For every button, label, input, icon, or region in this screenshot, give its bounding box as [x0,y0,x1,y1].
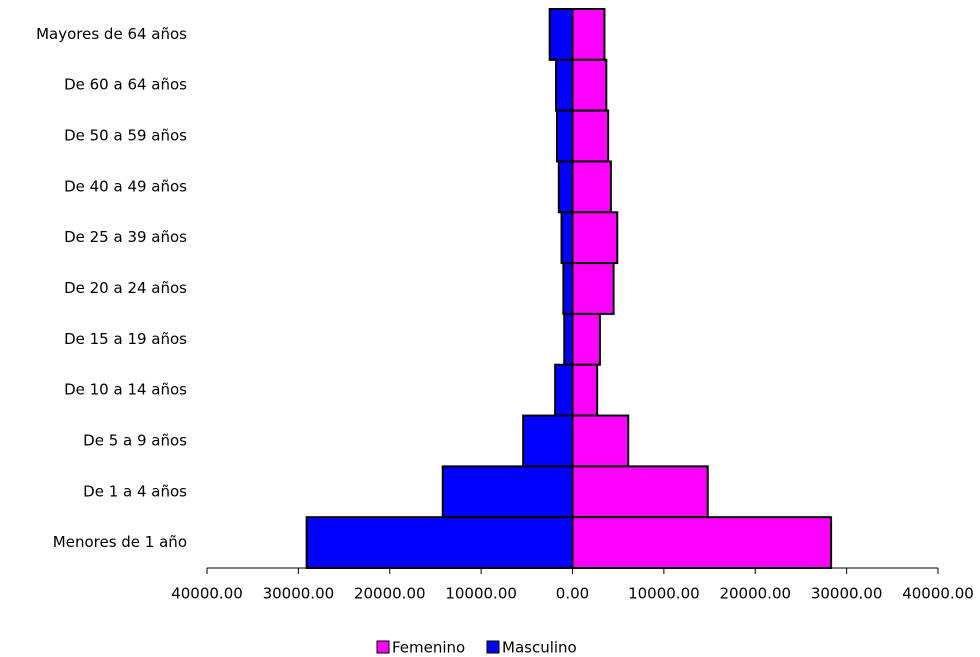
y-tick-label: De 25 a 39 años [64,228,187,246]
legend-swatch [486,640,500,654]
bar [562,262,574,315]
y-tick-label: De 40 a 49 años [64,177,187,195]
bar [571,363,599,417]
y-tick-label: De 20 a 24 años [64,279,187,297]
bar [571,109,610,163]
bar [441,465,574,519]
x-tick-label: 30000.00 [263,585,335,603]
bar [571,516,833,570]
bar [571,312,601,366]
x-tick-label: 20000.00 [719,585,791,603]
x-tick-label: 0.00 [556,585,589,603]
x-tick-label: 10000.00 [628,585,700,603]
bar [571,58,608,112]
y-tick-label: Mayores de 64 años [36,25,187,43]
y-tick-label: De 50 a 59 años [64,127,187,145]
bar [555,58,574,112]
x-tick-label: 40000.00 [902,585,974,603]
bar [560,211,574,265]
y-tick-label: De 60 a 64 años [64,76,187,94]
bar [571,8,606,61]
y-tick-label: De 15 a 19 años [64,330,187,348]
x-tick-label: 30000.00 [811,585,883,603]
bar [548,8,574,61]
y-tick-label: De 5 a 9 años [83,431,187,449]
bar [557,160,574,214]
x-tick-label: 20000.00 [354,585,426,603]
legend-label: Masculino [502,639,577,657]
legend-swatch [376,640,390,654]
y-tick-label: De 10 a 14 años [64,381,187,399]
legend-label: Femenino [392,639,465,657]
bar [571,465,709,519]
x-tick-label: 40000.00 [171,585,243,603]
bar [555,109,574,163]
bar [305,516,574,570]
x-tick-label: 10000.00 [445,585,517,603]
bar [563,312,574,366]
bar [571,414,630,468]
bar [571,211,619,265]
bar [522,414,574,468]
bar [571,160,612,214]
y-tick-label: Menores de 1 año [53,533,187,551]
bar [571,262,615,315]
bar [554,363,574,417]
y-tick-label: De 1 a 4 años [83,482,187,500]
